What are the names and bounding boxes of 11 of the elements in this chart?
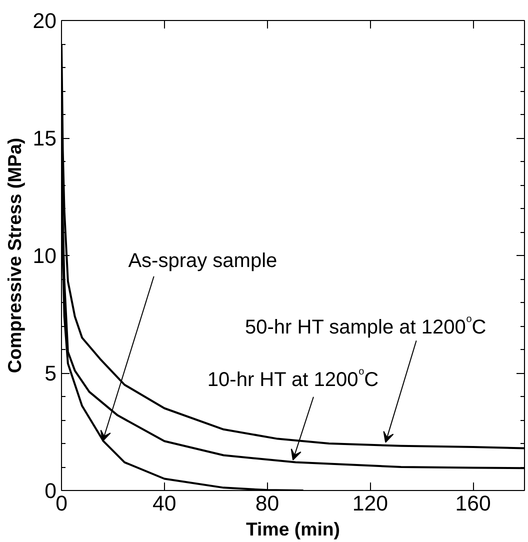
x-tick-label: 120 bbox=[352, 492, 388, 516]
y-tick-label: 10 bbox=[32, 244, 57, 268]
x-tick-label: 160 bbox=[455, 492, 491, 516]
x-axis-title: Time (min) bbox=[246, 518, 340, 540]
y-axis-title: Compressive Stress (MPa) bbox=[4, 138, 25, 374]
annotation: As-spray sample bbox=[128, 250, 278, 272]
y-tick-label: 20 bbox=[32, 9, 57, 33]
y-tick-label: 15 bbox=[32, 126, 57, 150]
x-tick-label: 40 bbox=[152, 492, 176, 516]
y-tick-label: 5 bbox=[44, 362, 57, 386]
x-tick-label: 80 bbox=[255, 492, 280, 516]
